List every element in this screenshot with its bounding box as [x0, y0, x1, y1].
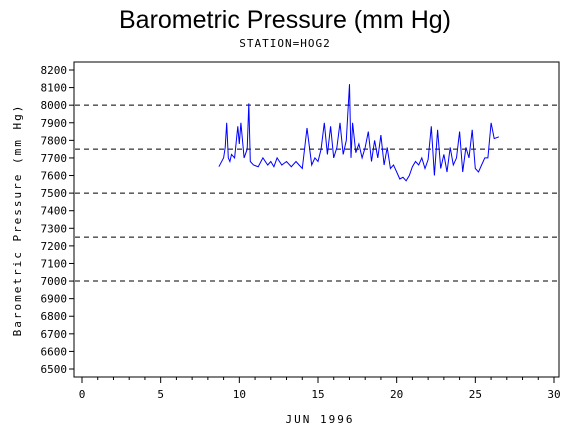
y-tick-label: 8100	[41, 82, 68, 95]
y-tick-label: 7900	[41, 117, 68, 130]
y-tick-label: 6500	[41, 363, 68, 376]
plot-frame	[73, 61, 560, 378]
y-tick-label: 7800	[41, 134, 68, 147]
x-tick-label: 20	[390, 388, 403, 401]
chart-subtitle: STATION=HOG2	[239, 37, 331, 50]
y-tick-label: 6600	[41, 345, 68, 358]
y-tick-label: 7400	[41, 205, 68, 218]
y-tick-label: 7600	[41, 170, 68, 183]
y-tick-label: 8200	[41, 64, 68, 77]
x-axis: 0 5 10 15 20 25 30	[79, 377, 561, 401]
x-tick-label: 30	[547, 388, 560, 401]
y-tick-label: 7300	[41, 222, 68, 235]
chart-title: Barometric Pressure (mm Hg)	[119, 6, 451, 34]
y-axis: 6500 6600 6700 6800 6900 7000 7100 7200 7300 7400…	[41, 64, 74, 376]
y-tick-label: 7700	[41, 152, 68, 165]
y-tick-label: 6800	[41, 310, 68, 323]
y-tick-label: 7000	[41, 275, 68, 288]
x-tick-label: 15	[311, 388, 324, 401]
y-tick-label: 7100	[41, 257, 68, 270]
x-tick-label: 25	[469, 388, 482, 401]
series-line	[218, 84, 500, 182]
x-tick-label: 0	[79, 388, 86, 401]
x-tick-label: 5	[157, 388, 164, 401]
y-tick-label: 7500	[41, 187, 68, 200]
y-axis-label: Barometric Pressure (mm Hg)	[11, 104, 24, 337]
y-tick-label: 7200	[41, 240, 68, 253]
reference-lines	[75, 104, 558, 282]
y-tick-label: 6900	[41, 293, 68, 306]
y-tick-label: 8000	[41, 99, 68, 112]
x-axis-label: JUN 1996	[286, 413, 355, 426]
y-tick-label: 6700	[41, 328, 68, 341]
x-tick-label: 10	[233, 388, 246, 401]
